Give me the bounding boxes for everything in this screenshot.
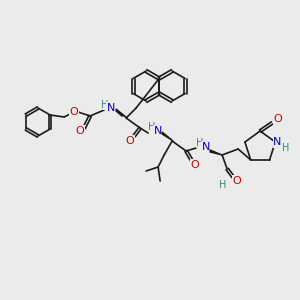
Polygon shape xyxy=(162,132,173,141)
Text: O: O xyxy=(274,114,283,124)
Text: N: N xyxy=(107,103,115,113)
Text: O: O xyxy=(233,176,242,186)
Text: H: H xyxy=(101,100,109,110)
Text: O: O xyxy=(70,107,79,117)
Text: H: H xyxy=(196,138,204,148)
Text: H: H xyxy=(282,143,289,153)
Text: H: H xyxy=(148,122,156,132)
Text: O: O xyxy=(126,136,134,146)
Text: O: O xyxy=(76,126,85,136)
Text: N: N xyxy=(273,137,281,147)
Text: H: H xyxy=(219,180,227,190)
Polygon shape xyxy=(116,109,127,118)
Text: O: O xyxy=(191,160,200,170)
Text: N: N xyxy=(154,126,162,136)
Polygon shape xyxy=(210,150,222,155)
Text: N: N xyxy=(202,142,210,152)
